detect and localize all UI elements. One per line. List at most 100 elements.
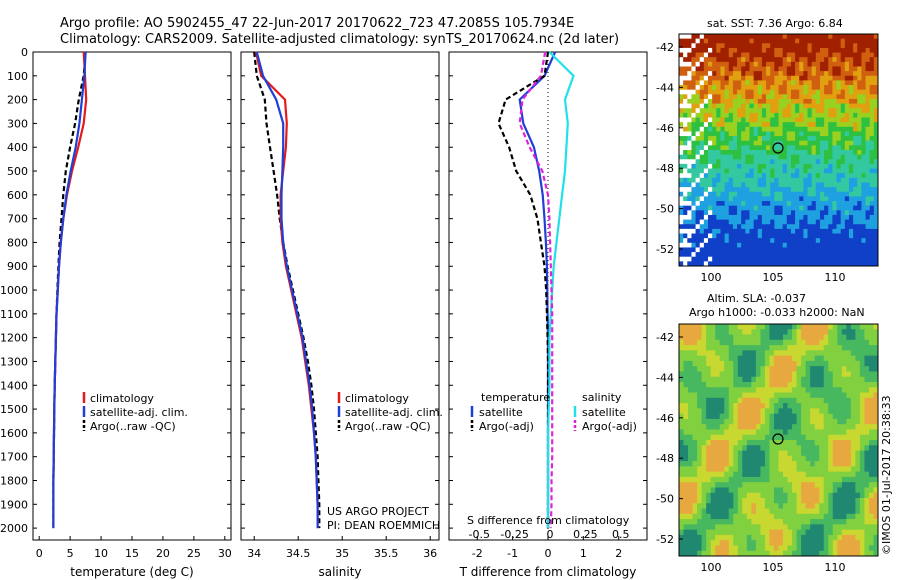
map-cell [691,191,696,197]
map-cell [799,85,804,91]
map-cell [691,75,696,81]
map-cell [861,117,866,123]
map-cell [823,540,829,546]
map-cell [857,191,862,197]
map-cell [840,150,846,156]
map-cell [753,108,759,114]
map-cell [683,360,689,367]
map-cell [832,85,837,91]
map-cell [770,261,775,267]
map-cell [706,461,712,467]
map-cell [774,187,779,193]
map-cell [848,261,854,267]
map-cell [853,242,858,248]
map-cell [782,187,788,193]
map-cell [732,238,738,244]
map-cell [815,71,821,77]
map-cell [857,168,862,174]
map-cell [873,205,879,211]
map-cell [715,382,721,388]
map-cell [836,57,842,63]
map-cell [701,387,707,393]
map-cell [853,191,858,197]
map-cell [715,440,721,446]
map-cell [697,376,703,383]
map-cell [688,503,693,509]
map-cell [819,366,825,372]
map-cell [823,482,829,488]
map-cell [864,371,870,378]
map-cell [712,47,717,53]
map-cell [719,397,725,404]
map-cell [703,214,709,220]
map-cell [805,355,811,362]
map-cell [745,187,750,193]
map-cell [778,98,784,104]
map-cell [742,434,748,441]
map-cell [855,408,861,415]
map-cell [720,224,726,230]
map-cell [859,529,865,536]
map-cell [720,163,726,169]
map-cell [778,513,784,520]
map-cell [848,150,854,156]
map-cell [755,413,761,420]
map-cell [764,508,770,515]
map-cell [742,329,748,335]
map-cell [720,145,726,151]
map-cell [692,545,698,552]
map-cell [803,210,808,216]
map-cell [783,450,788,457]
map-cell [724,487,730,494]
map-cell [728,376,734,383]
map-cell [855,329,861,335]
map-cell [688,476,693,483]
map-cell [783,392,788,399]
map-cell [774,98,779,104]
map-cell [703,196,709,202]
map-cell [823,371,829,378]
map-cell [737,355,743,362]
map-cell [741,43,746,49]
map-cell [703,85,709,91]
map-cell [837,492,843,499]
map-cell [865,34,871,40]
map-cell [683,214,688,220]
map-cell [764,461,770,467]
map-cell [799,66,804,72]
map-cell [755,360,761,367]
map-cell [697,424,703,430]
map-cell [769,529,775,536]
map-cell [778,498,784,504]
map-cell [769,403,775,409]
map-cell [864,339,870,346]
map-cell [708,177,713,183]
map-cell [864,434,870,441]
map-cell [787,455,793,462]
map-cell [749,145,755,151]
map-cell [807,75,813,81]
map-cell [811,52,817,58]
x-tick-label: 34.5 [286,547,311,560]
map-cell [832,103,837,109]
map-cell [841,392,847,399]
map-cell [745,80,750,86]
map-cell [706,503,712,509]
map-cell [703,261,709,267]
map-cell [691,66,696,72]
map-cell [688,434,693,441]
map-cell [724,534,730,541]
map-cell [697,476,703,483]
map-cell [853,177,858,183]
map-cell [828,140,833,146]
map-cell [795,98,800,104]
map-cell [832,503,838,509]
map-cell [828,80,833,86]
map-cell [691,80,696,86]
map-cell [760,545,766,552]
map-cell [724,334,730,341]
map-cell [815,75,821,81]
map-cell [811,34,817,40]
map-cell [868,366,874,372]
map-cell [795,89,800,95]
